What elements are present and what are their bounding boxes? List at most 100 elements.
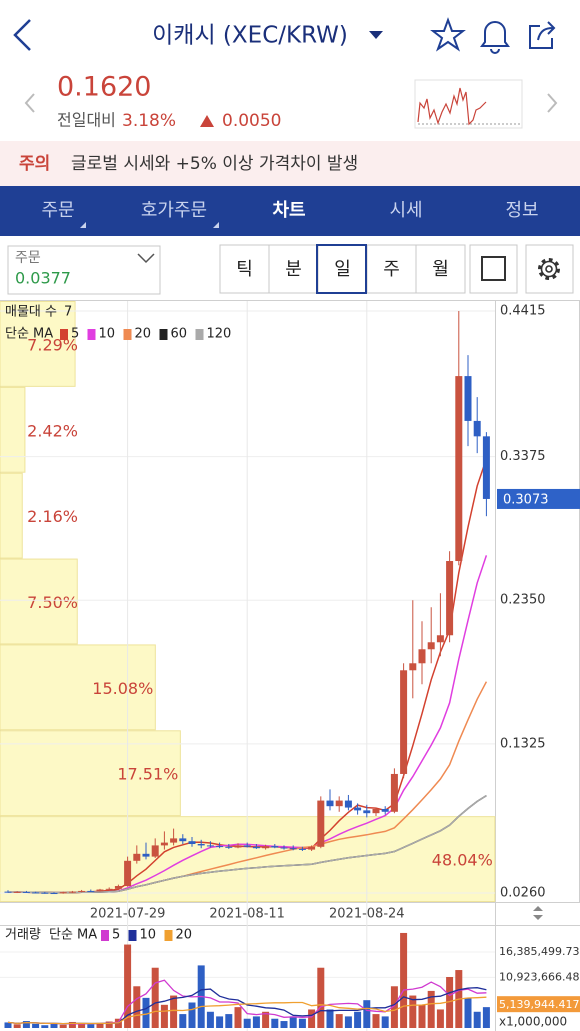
volume-bar bbox=[446, 977, 454, 1028]
volume-bar bbox=[289, 1016, 297, 1028]
tab[interactable]: 호가주문 bbox=[141, 200, 207, 221]
candle-body bbox=[160, 842, 168, 846]
candle-body bbox=[280, 847, 288, 849]
prev-coin[interactable] bbox=[24, 93, 35, 113]
candle-body bbox=[381, 808, 389, 812]
period-button[interactable] bbox=[268, 244, 319, 294]
legend-period: 20 bbox=[176, 928, 193, 943]
candle-body bbox=[390, 773, 398, 812]
period-button[interactable] bbox=[415, 244, 466, 294]
notice-banner bbox=[0, 141, 580, 186]
volume-bar bbox=[59, 1024, 67, 1028]
volume-profile-label: 48.04% bbox=[432, 851, 493, 870]
y-tick-label: 0.1325 bbox=[500, 736, 546, 751]
y-tick-label: 0.3375 bbox=[500, 449, 546, 464]
y-tick-label: 0.0260 bbox=[500, 886, 546, 901]
candle-body bbox=[354, 807, 362, 811]
volume-profile-label: 2.16% bbox=[27, 507, 78, 526]
volume-bar bbox=[464, 997, 472, 1028]
candle-body bbox=[372, 808, 380, 814]
volume-legend-label: 거래량 bbox=[5, 928, 41, 943]
volume-bar bbox=[326, 1009, 334, 1028]
gear-hole bbox=[545, 265, 553, 273]
volume-bar bbox=[473, 1011, 481, 1028]
candle-body bbox=[133, 853, 141, 861]
volume-bar bbox=[41, 1025, 49, 1028]
alarm-icon[interactable] bbox=[480, 21, 510, 54]
order-chevron bbox=[137, 253, 155, 264]
candle-body bbox=[170, 838, 178, 843]
title-dropdown[interactable] bbox=[369, 31, 383, 39]
volume-profile-bar bbox=[0, 730, 181, 817]
volume-bar bbox=[234, 1007, 242, 1028]
volume-profile-label: 2.42% bbox=[27, 421, 78, 440]
x-tick-label: 2021-08-24 bbox=[329, 907, 405, 922]
candle-body bbox=[179, 838, 187, 842]
resize-handle[interactable] bbox=[533, 906, 543, 911]
legend-swatch bbox=[101, 930, 109, 941]
volume-tick-label: 16,385,499.731 bbox=[499, 945, 580, 958]
volume-bar bbox=[252, 1016, 260, 1028]
volume-profile-bar bbox=[0, 301, 76, 387]
candle-body bbox=[68, 891, 76, 893]
candle-body bbox=[225, 846, 233, 848]
resize-handle[interactable] bbox=[533, 915, 543, 920]
period-label: 틱 bbox=[236, 259, 253, 280]
notice-text: 글로벌 시세와 +5% 이상 가격차이 발생 bbox=[71, 154, 358, 174]
volume-profile-label: 7.29% bbox=[27, 335, 78, 354]
candle-body bbox=[22, 891, 30, 893]
tab-bar bbox=[0, 186, 580, 236]
candle-body bbox=[446, 561, 454, 636]
candle-body bbox=[50, 893, 58, 895]
legend-swatch bbox=[123, 329, 132, 340]
next-coin[interactable] bbox=[547, 93, 558, 113]
candle-body bbox=[436, 635, 444, 643]
volume-bar bbox=[22, 1021, 30, 1028]
tab[interactable]: 차트 bbox=[272, 200, 305, 221]
legend-period: 10 bbox=[140, 928, 157, 943]
volume-profile-bar bbox=[0, 386, 26, 473]
volume-bar bbox=[243, 1018, 251, 1028]
order-box[interactable] bbox=[7, 245, 161, 295]
candle-body bbox=[32, 892, 40, 894]
volume-bar bbox=[280, 1021, 288, 1028]
back-button[interactable] bbox=[13, 19, 31, 51]
volume-bar bbox=[308, 1009, 316, 1028]
sparkline bbox=[417, 87, 487, 126]
volume-bar bbox=[317, 967, 325, 1028]
candle-body bbox=[298, 848, 306, 850]
order-value: 0.0377 bbox=[15, 269, 71, 288]
legend-period: 60 bbox=[171, 327, 188, 342]
volume-profile-bar bbox=[0, 558, 78, 645]
volume-bar bbox=[133, 986, 141, 1028]
share-icon[interactable] bbox=[529, 21, 556, 49]
candle-body bbox=[114, 886, 122, 889]
period-label: 주 bbox=[383, 259, 400, 280]
candle-body bbox=[41, 892, 49, 894]
page-title[interactable]: 이캐시 (XEC/KRW) bbox=[152, 23, 348, 49]
last-price-tag bbox=[497, 488, 580, 509]
legend-swatch bbox=[128, 930, 137, 941]
volume-bar bbox=[363, 1000, 371, 1028]
volume-bar bbox=[188, 1002, 196, 1028]
candle-body bbox=[252, 846, 260, 849]
candle-body bbox=[400, 670, 408, 774]
candle-body bbox=[151, 845, 159, 857]
tab[interactable]: 주문 bbox=[41, 200, 74, 221]
candle-body bbox=[188, 841, 196, 845]
volume-profile-label: 15.08% bbox=[92, 679, 153, 698]
favorite-icon[interactable] bbox=[430, 17, 466, 52]
volume-profile-bar bbox=[0, 644, 156, 731]
period-label: 일 bbox=[334, 259, 351, 280]
candle-body bbox=[427, 642, 435, 650]
tab[interactable]: 시세 bbox=[389, 200, 422, 221]
candle-body bbox=[344, 800, 352, 808]
legend-period: 10 bbox=[99, 327, 116, 342]
volume-bar bbox=[418, 1004, 426, 1028]
volume-bar bbox=[4, 1022, 12, 1028]
drawing-button[interactable] bbox=[469, 244, 518, 294]
period-button[interactable] bbox=[219, 244, 270, 294]
tab[interactable]: 정보 bbox=[505, 200, 538, 221]
candle-body bbox=[289, 848, 297, 850]
candle-body bbox=[105, 888, 113, 890]
